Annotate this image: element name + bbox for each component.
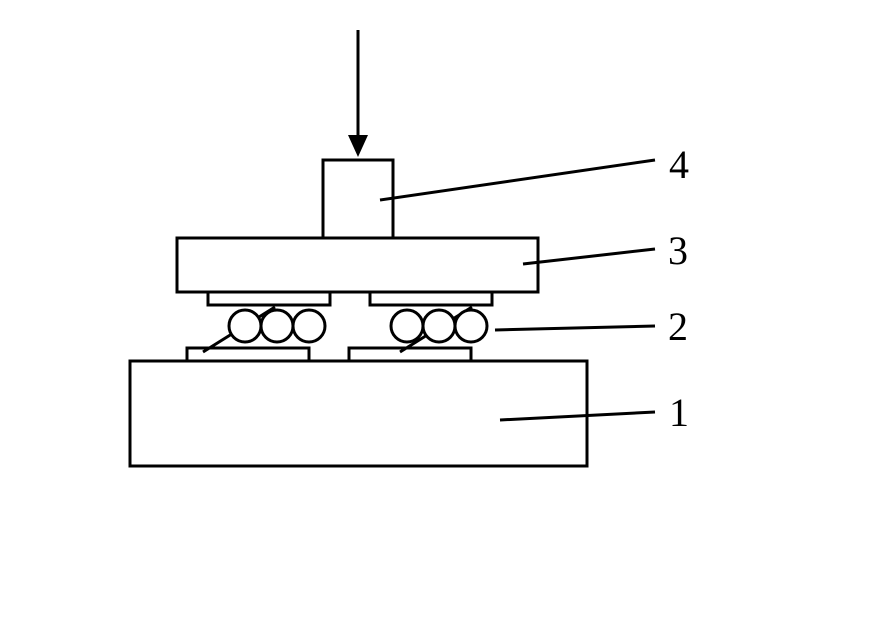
top-plate [177, 238, 538, 292]
leader-4 [380, 160, 655, 200]
ball-l2 [261, 310, 293, 342]
ball-group-left [203, 307, 325, 352]
leader-3 [523, 249, 655, 264]
ball-l3 [293, 310, 325, 342]
ball-r3 [455, 310, 487, 342]
top-pad-right [370, 292, 492, 305]
arrow-head [348, 135, 368, 157]
ball-group-right [391, 307, 487, 352]
ball-r2 [423, 310, 455, 342]
bottom-pad-right [349, 348, 471, 361]
diagram-svg: 4 3 2 1 [0, 0, 883, 630]
ball-r1 [391, 310, 423, 342]
leader-2 [495, 326, 655, 330]
label-1: 1 [669, 390, 689, 435]
label-3: 3 [668, 228, 688, 273]
label-4: 4 [669, 142, 689, 187]
label-2: 2 [668, 304, 688, 349]
ball-l1 [229, 310, 261, 342]
top-pad-left [208, 292, 330, 305]
substrate [130, 361, 587, 466]
force-arrow [348, 30, 368, 157]
